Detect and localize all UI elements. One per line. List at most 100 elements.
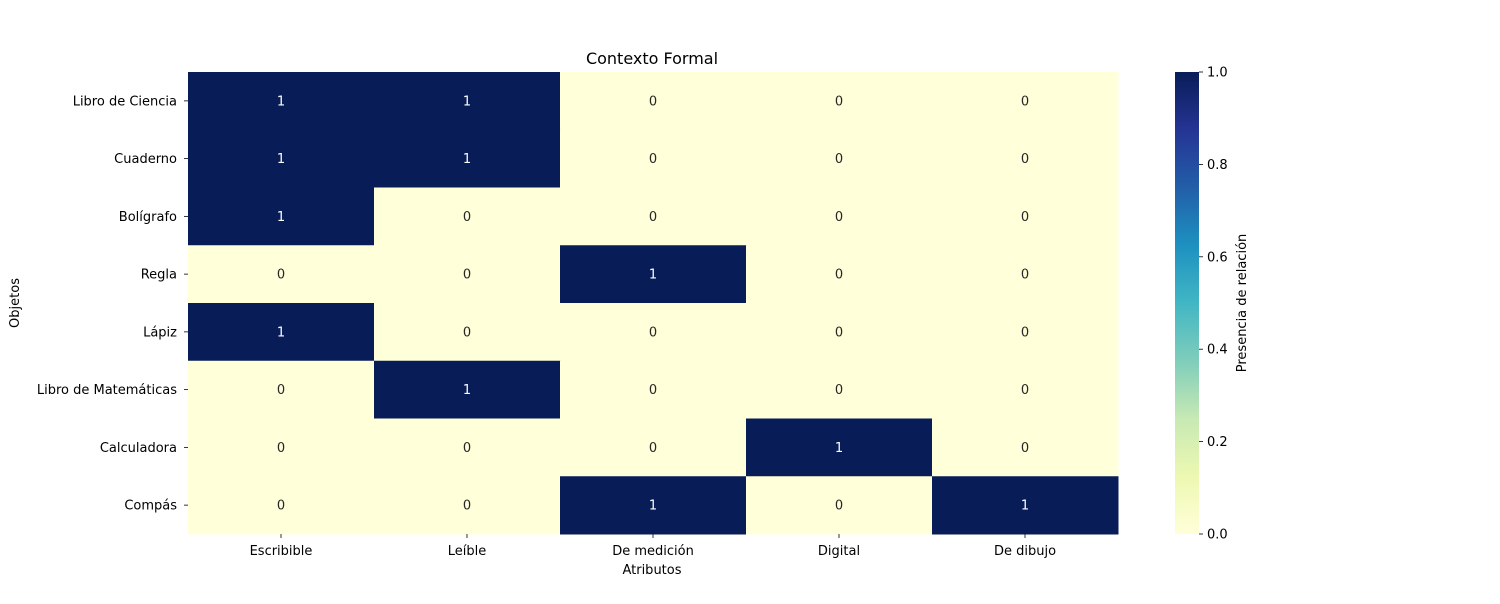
cell-value-label: 0 [463, 325, 471, 340]
heatmap-cell [746, 129, 933, 188]
y-tick-label: Libro de Matemáticas [37, 383, 177, 398]
cell-value-label: 1 [277, 325, 285, 340]
cell-value-label: 0 [463, 210, 471, 225]
colorbar-tick-label: 0.6 [1207, 250, 1228, 265]
cell-value-label: 0 [649, 325, 657, 340]
cell-value-label: 0 [649, 210, 657, 225]
x-tick-label: Digital [818, 544, 860, 559]
cell-value-label: 0 [649, 94, 657, 109]
heatmap-cell [560, 360, 747, 419]
cell-value-label: 0 [835, 325, 843, 340]
cell-value-label: 1 [649, 499, 657, 514]
heatmap-cell [188, 360, 375, 419]
y-tick-label: Cuaderno [114, 152, 177, 167]
heatmap-cell [188, 187, 375, 246]
cell-value-label: 0 [835, 152, 843, 167]
heatmap-cell [374, 476, 561, 535]
heatmap-cell [560, 129, 747, 188]
heatmap-cell [374, 72, 561, 131]
cell-value-label: 0 [463, 268, 471, 283]
y-axis-ticks: Libro de Ciencia Cuaderno Bolígrafo Regla Lá… [37, 94, 188, 514]
cell-value-label: 1 [277, 210, 285, 225]
y-tick-label: Bolígrafo [119, 210, 177, 225]
heatmap-cell [374, 245, 561, 304]
cell-value-label: 1 [463, 94, 471, 109]
heatmap-cell [560, 72, 747, 131]
heatmap-cell [560, 245, 747, 304]
heatmap-cell [746, 72, 933, 131]
cell-value-label: 0 [277, 268, 285, 283]
heatmap-cell [374, 129, 561, 188]
y-tick-label: Calculadora [100, 441, 177, 456]
y-tick-label: Compás [124, 499, 177, 514]
cell-annotations: 1 1 0 0 0 1 1 0 0 0 1 0 0 0 0 0 0 1 0 0 1 0 0 0 0 0 1 0 0 0 0 0 0 1 0 0 0 1 0 1 [277, 94, 1029, 513]
x-tick-label: De dibujo [994, 544, 1056, 559]
heatmap-cell [932, 245, 1119, 304]
cell-value-label: 0 [835, 210, 843, 225]
cell-value-label: 0 [277, 441, 285, 456]
heatmap-cell [746, 303, 933, 362]
heatmap-cells [188, 72, 1119, 535]
cell-value-label: 0 [1021, 268, 1029, 283]
colorbar-label: Presencia de relación [1235, 234, 1250, 373]
cell-value-label: 1 [277, 94, 285, 109]
y-axis-label: Objetos [8, 278, 23, 328]
cell-value-label: 1 [463, 152, 471, 167]
colorbar-tick-label: 0.2 [1207, 435, 1228, 450]
heatmap-cell [188, 129, 375, 188]
colorbar-tick-label: 0.8 [1207, 158, 1228, 173]
heatmap-cell [188, 245, 375, 304]
heatmap-cell [374, 187, 561, 246]
heatmap-cell [746, 360, 933, 419]
x-tick-label: De medición [612, 544, 694, 559]
heatmap-cell [560, 303, 747, 362]
cell-value-label: 1 [1021, 499, 1029, 514]
colorbar [1175, 72, 1199, 534]
y-tick-label: Regla [141, 268, 177, 283]
heatmap-cell [932, 360, 1119, 419]
heatmap-cell [188, 303, 375, 362]
cell-value-label: 0 [649, 152, 657, 167]
cell-value-label: 0 [1021, 152, 1029, 167]
cell-value-label: 0 [1021, 383, 1029, 398]
cell-value-label: 0 [1021, 441, 1029, 456]
y-tick-label: Libro de Ciencia [73, 94, 177, 109]
cell-value-label: 0 [463, 441, 471, 456]
cell-value-label: 0 [835, 268, 843, 283]
cell-value-label: 1 [649, 268, 657, 283]
x-axis-ticks: Escribible Leíble De medición Digital De dib… [250, 534, 1056, 559]
heatmap-cell [374, 418, 561, 477]
cell-value-label: 0 [1021, 94, 1029, 109]
x-tick-label: Leíble [448, 544, 487, 559]
cell-value-label: 0 [277, 383, 285, 398]
cell-value-label: 0 [835, 383, 843, 398]
cell-value-label: 0 [649, 441, 657, 456]
x-tick-label: Escribible [250, 544, 313, 559]
heatmap-cell [374, 303, 561, 362]
heatmap-cell [932, 418, 1119, 477]
cell-value-label: 0 [463, 499, 471, 514]
cell-value-label: 1 [277, 152, 285, 167]
heatmap-cell [560, 187, 747, 246]
y-tick-label: Lápiz [143, 325, 177, 340]
chart-title: Contexto Formal [586, 49, 718, 68]
heatmap-cell [932, 187, 1119, 246]
heatmap-cell [188, 476, 375, 535]
heatmap-cell [188, 418, 375, 477]
heatmap-cell [932, 303, 1119, 362]
heatmap-cell [188, 72, 375, 131]
colorbar-ticks: 0.0 0.2 0.4 0.6 0.8 1.0 [1199, 66, 1228, 543]
heatmap-cell [746, 418, 933, 477]
heatmap-cell [932, 476, 1119, 535]
heatmap-cell [746, 476, 933, 535]
heatmap-cell [746, 245, 933, 304]
heatmap-cell [560, 476, 747, 535]
colorbar-tick-label: 1.0 [1207, 66, 1228, 81]
cell-value-label: 0 [1021, 325, 1029, 340]
heatmap-cell [932, 72, 1119, 131]
heatmap-cell [560, 418, 747, 477]
cell-value-label: 0 [649, 383, 657, 398]
x-axis-label: Atributos [622, 563, 681, 578]
